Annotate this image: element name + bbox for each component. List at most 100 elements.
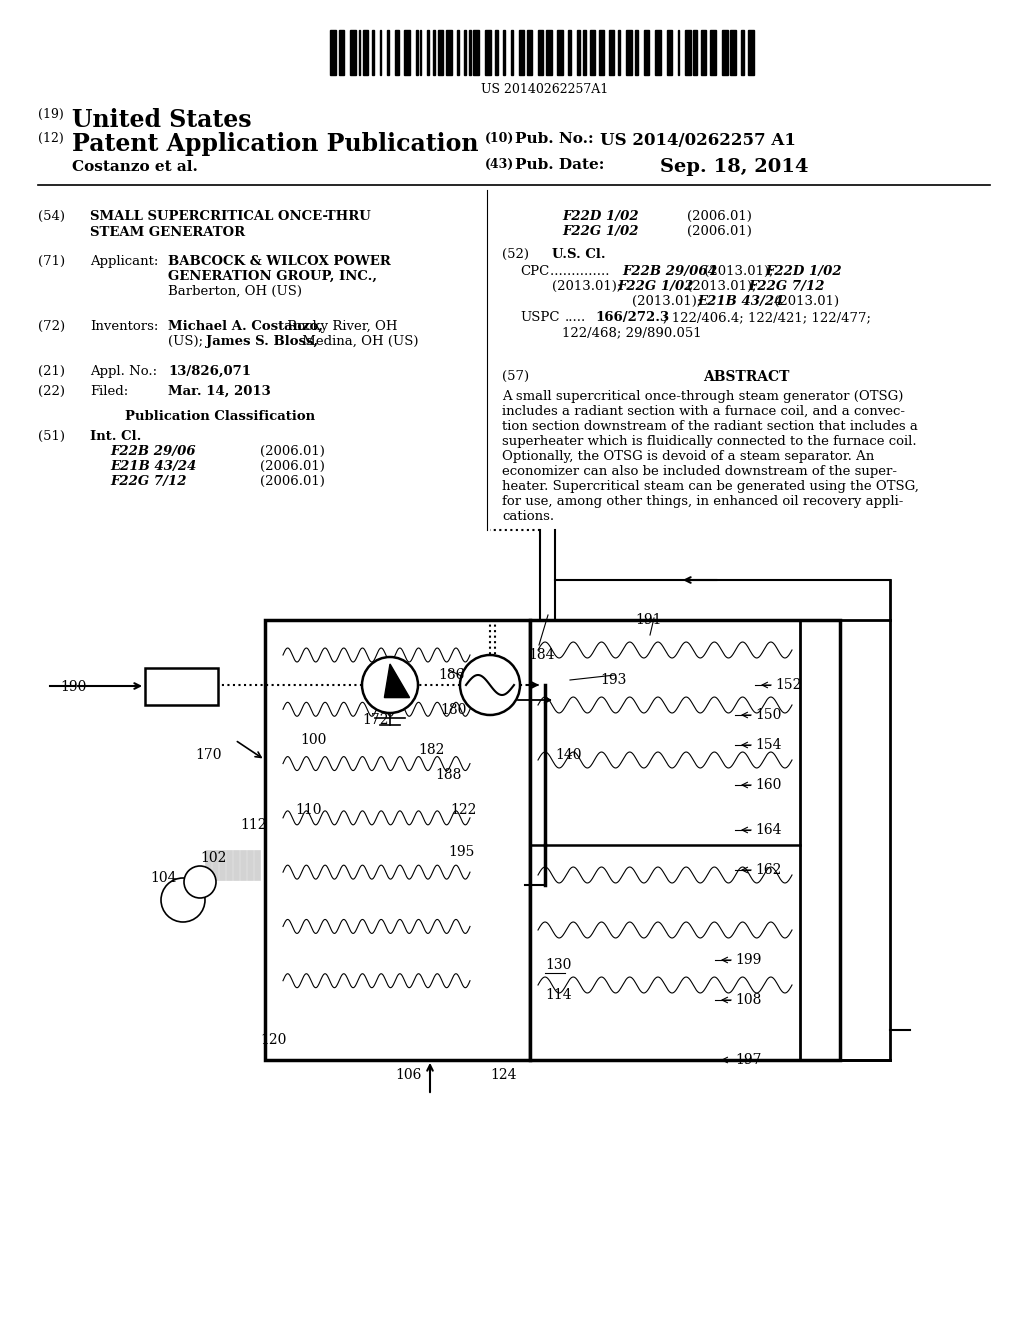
Text: (2013.01);: (2013.01); <box>700 265 778 279</box>
Text: CPC: CPC <box>520 265 549 279</box>
Text: 122: 122 <box>450 803 476 817</box>
Text: (51): (51) <box>38 430 65 444</box>
Bar <box>219 850 225 880</box>
Text: 162: 162 <box>755 863 781 876</box>
Text: for use, among other things, in enhanced oil recovery appli-: for use, among other things, in enhanced… <box>502 495 903 508</box>
Text: 108: 108 <box>735 993 762 1007</box>
Text: 130: 130 <box>545 958 571 972</box>
Text: Optionally, the OTSG is devoid of a steam separator. An: Optionally, the OTSG is devoid of a stea… <box>502 450 874 463</box>
Text: superheater which is fluidically connected to the furnace coil.: superheater which is fluidically connect… <box>502 436 916 447</box>
Text: STEAM GENERATOR: STEAM GENERATOR <box>90 226 245 239</box>
Circle shape <box>184 866 216 898</box>
Text: F22D 1/02: F22D 1/02 <box>765 265 842 279</box>
Text: Filed:: Filed: <box>90 385 128 399</box>
Text: Inventors:: Inventors: <box>90 319 159 333</box>
Bar <box>568 30 571 75</box>
Text: 182: 182 <box>418 743 444 756</box>
Text: ; 122/406.4; 122/421; 122/477;: ; 122/406.4; 122/421; 122/477; <box>663 312 871 323</box>
Bar <box>145 668 218 705</box>
Text: SMALL SUPERCRITICAL ONCE-THRU: SMALL SUPERCRITICAL ONCE-THRU <box>90 210 371 223</box>
Bar <box>530 620 840 1060</box>
Bar <box>358 30 360 75</box>
Bar <box>643 30 649 75</box>
Text: ABSTRACT: ABSTRACT <box>702 370 790 384</box>
Bar <box>350 30 355 75</box>
Bar <box>618 30 621 75</box>
Text: 104: 104 <box>150 871 176 884</box>
Text: ..............: .............. <box>550 265 613 279</box>
Text: 102: 102 <box>200 851 226 865</box>
Circle shape <box>362 657 418 713</box>
Text: 186: 186 <box>438 668 464 682</box>
Text: heater. Supercritical steam can be generated using the OTSG,: heater. Supercritical steam can be gener… <box>502 480 919 492</box>
Bar <box>546 30 552 75</box>
Text: Publication Classification: Publication Classification <box>125 411 315 422</box>
Text: (57): (57) <box>502 370 529 383</box>
Text: 122/468; 29/890.051: 122/468; 29/890.051 <box>562 326 702 339</box>
Bar <box>590 30 595 75</box>
Text: United States: United States <box>72 108 252 132</box>
Text: 112: 112 <box>240 818 266 832</box>
Text: 154: 154 <box>755 738 781 752</box>
Text: (2006.01): (2006.01) <box>260 459 325 473</box>
Bar <box>427 30 428 75</box>
Text: F22G 7/12: F22G 7/12 <box>748 280 824 293</box>
Text: Pub. Date:: Pub. Date: <box>515 158 604 172</box>
Bar <box>722 30 728 75</box>
Bar <box>655 30 660 75</box>
Text: (2006.01): (2006.01) <box>687 210 752 223</box>
Bar <box>503 30 505 75</box>
Bar <box>457 30 459 75</box>
Bar <box>380 30 381 75</box>
Text: (2013.01);: (2013.01); <box>632 294 706 308</box>
Text: (43): (43) <box>485 158 514 172</box>
Text: BABCOCK & WILCOX POWER: BABCOCK & WILCOX POWER <box>168 255 391 268</box>
Text: Pub. No.:: Pub. No.: <box>515 132 594 147</box>
Text: (52): (52) <box>502 248 529 261</box>
Bar <box>205 850 211 880</box>
Text: includes a radiant section with a furnace coil, and a convec-: includes a radiant section with a furnac… <box>502 405 905 418</box>
Polygon shape <box>384 664 410 697</box>
Text: 197: 197 <box>735 1053 762 1067</box>
Bar <box>240 850 246 880</box>
Text: economizer can also be included downstream of the super-: economizer can also be included downstre… <box>502 465 897 478</box>
Text: 164: 164 <box>755 822 781 837</box>
Bar <box>667 30 672 75</box>
Text: 188: 188 <box>435 768 462 781</box>
Text: Applicant:: Applicant: <box>90 255 159 268</box>
Bar <box>635 30 638 75</box>
Bar <box>387 30 389 75</box>
Text: (2006.01): (2006.01) <box>260 445 325 458</box>
Text: E21B 43/24: E21B 43/24 <box>110 459 197 473</box>
Text: (54): (54) <box>38 210 65 223</box>
Bar <box>404 30 410 75</box>
Bar <box>464 30 466 75</box>
Text: James S. Bloss,: James S. Bloss, <box>206 335 318 348</box>
Text: (2013.01);: (2013.01); <box>683 280 761 293</box>
Bar <box>577 30 580 75</box>
Text: 184: 184 <box>528 648 555 663</box>
Text: (19): (19) <box>38 108 63 121</box>
Text: F22B 29/064: F22B 29/064 <box>622 265 717 279</box>
Text: Barberton, OH (US): Barberton, OH (US) <box>168 285 302 298</box>
Text: F22G 7/12: F22G 7/12 <box>110 475 186 488</box>
Text: A small supercritical once-through steam generator (OTSG): A small supercritical once-through steam… <box>502 389 903 403</box>
Text: (2006.01): (2006.01) <box>260 475 325 488</box>
Text: 110: 110 <box>295 803 322 817</box>
Text: 172: 172 <box>362 713 388 727</box>
Text: (72): (72) <box>38 319 66 333</box>
Bar <box>711 30 716 75</box>
Bar <box>484 30 490 75</box>
Text: 140: 140 <box>555 748 582 762</box>
Bar <box>437 30 443 75</box>
Text: (US);: (US); <box>168 335 208 348</box>
Text: GENERATION GROUP, INC.,: GENERATION GROUP, INC., <box>168 271 377 282</box>
Text: Patent Application Publication: Patent Application Publication <box>72 132 478 156</box>
Text: E21B 43/24: E21B 43/24 <box>697 294 783 308</box>
Text: Mar. 14, 2013: Mar. 14, 2013 <box>168 385 270 399</box>
Text: Michael A. Costanzo,: Michael A. Costanzo, <box>168 319 323 333</box>
Text: F22G 1/02: F22G 1/02 <box>562 224 639 238</box>
Text: F22B 29/06: F22B 29/06 <box>110 445 196 458</box>
Text: US 2014/0262257 A1: US 2014/0262257 A1 <box>600 132 796 149</box>
Bar <box>372 30 374 75</box>
